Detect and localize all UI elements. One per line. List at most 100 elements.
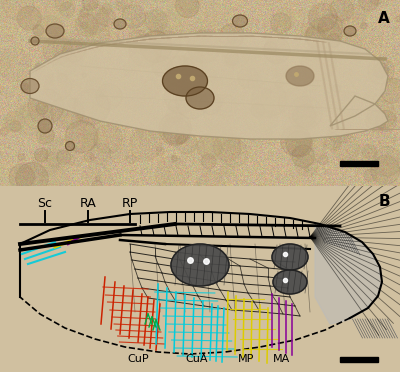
Circle shape [94,125,115,145]
Circle shape [96,8,115,26]
Circle shape [395,16,400,22]
Circle shape [182,84,196,99]
Circle shape [177,133,198,154]
Polygon shape [30,33,388,139]
Circle shape [142,48,159,65]
Circle shape [194,72,218,97]
Circle shape [264,37,290,64]
Circle shape [32,66,53,87]
Circle shape [345,116,351,122]
Circle shape [0,154,4,161]
Circle shape [68,98,78,108]
Circle shape [285,9,303,27]
Circle shape [43,36,72,65]
Circle shape [145,10,167,32]
Circle shape [222,164,234,176]
Circle shape [271,60,288,77]
Circle shape [285,69,290,75]
Circle shape [206,70,217,81]
Circle shape [40,166,68,194]
Circle shape [92,180,103,192]
Circle shape [227,144,234,151]
Circle shape [380,78,400,103]
Circle shape [272,26,277,31]
Circle shape [4,111,25,132]
Circle shape [172,155,177,161]
Circle shape [35,64,40,69]
Circle shape [309,3,337,32]
Circle shape [364,92,377,105]
Circle shape [262,88,289,115]
Circle shape [327,34,340,47]
Circle shape [181,0,192,9]
Circle shape [303,77,318,92]
Circle shape [52,33,87,67]
Circle shape [16,163,48,195]
Text: A: A [378,11,390,26]
Circle shape [86,78,106,98]
Circle shape [296,137,321,161]
Circle shape [51,96,84,129]
Ellipse shape [344,26,356,36]
Circle shape [373,129,379,134]
Text: B: B [378,194,390,209]
Circle shape [368,163,400,195]
Circle shape [122,5,146,28]
Circle shape [14,103,46,135]
Circle shape [286,131,312,157]
Circle shape [94,125,123,153]
Circle shape [276,75,304,103]
Circle shape [153,31,181,59]
Ellipse shape [273,270,307,294]
Circle shape [288,168,301,182]
Circle shape [173,151,186,164]
Circle shape [200,93,222,115]
Circle shape [102,108,109,115]
Circle shape [82,0,98,11]
Circle shape [333,84,340,92]
Circle shape [129,14,164,48]
Circle shape [78,3,108,33]
Circle shape [275,80,284,88]
Circle shape [318,15,343,40]
Circle shape [337,12,364,38]
Circle shape [292,145,314,167]
Circle shape [66,121,98,153]
Circle shape [371,0,381,5]
Bar [340,357,378,362]
Circle shape [115,109,132,126]
Circle shape [161,0,194,22]
Circle shape [9,164,35,190]
Text: MP: MP [238,354,254,364]
Circle shape [247,75,263,90]
Circle shape [183,57,203,76]
Circle shape [219,24,244,48]
Circle shape [2,122,9,128]
Circle shape [90,143,111,164]
Circle shape [160,175,175,190]
Circle shape [227,33,237,43]
Circle shape [129,35,162,67]
Circle shape [361,165,372,176]
Circle shape [166,56,197,87]
Circle shape [364,169,377,182]
Circle shape [52,50,78,75]
Circle shape [232,35,260,63]
Circle shape [153,36,176,60]
Circle shape [40,128,54,143]
Circle shape [22,86,29,93]
Circle shape [125,59,134,68]
Circle shape [314,55,319,60]
Circle shape [367,100,396,129]
Circle shape [0,128,8,136]
Circle shape [372,162,379,170]
Circle shape [201,53,234,86]
Circle shape [36,102,48,114]
Circle shape [28,89,64,125]
Circle shape [237,67,258,89]
Circle shape [74,64,85,75]
Circle shape [305,167,309,171]
Circle shape [147,151,157,160]
Circle shape [80,9,89,17]
Circle shape [150,12,182,44]
